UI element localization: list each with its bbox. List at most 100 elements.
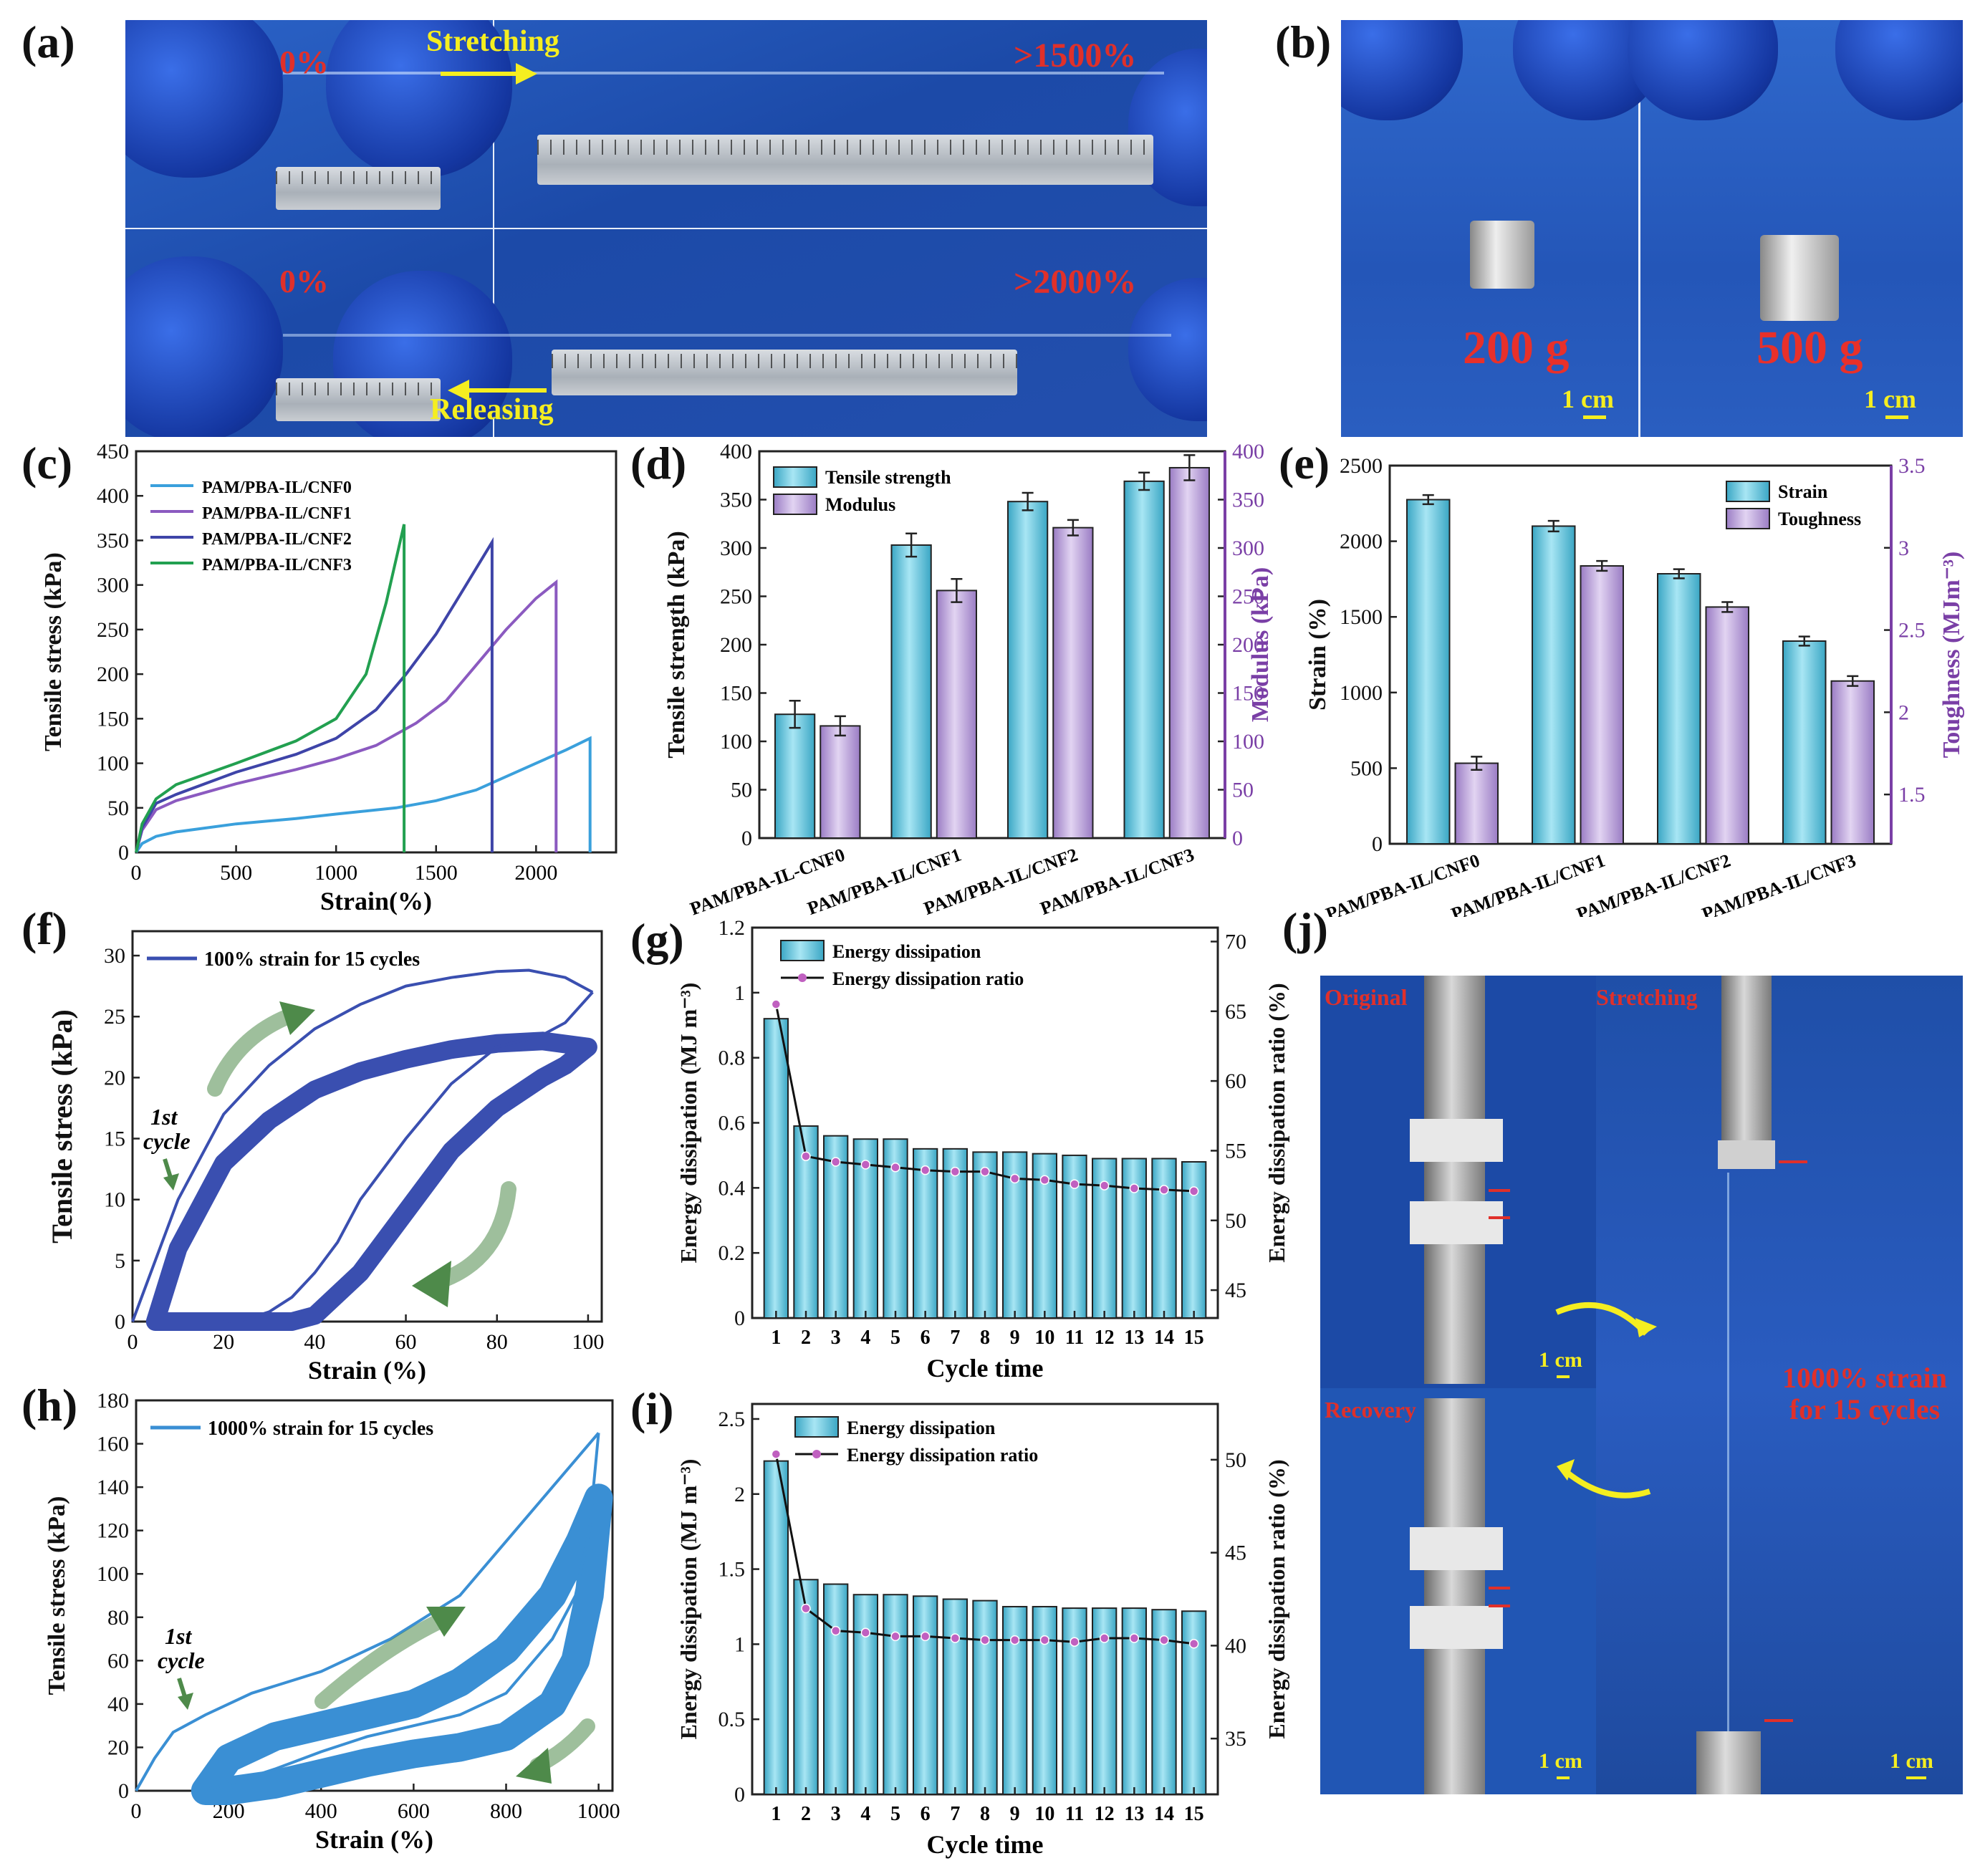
series-line-PAM/PBA-IL/CNF2 bbox=[135, 537, 494, 853]
photo-j-caption: 1000% strain for 15 cycles bbox=[1768, 1362, 1961, 1425]
panel-label-a: (a) bbox=[21, 16, 75, 67]
y-tick-label: 0.8 bbox=[719, 1047, 746, 1070]
ratio-point bbox=[890, 1631, 900, 1642]
x-tick-label: 1500 bbox=[415, 861, 458, 885]
x-axis-label: Cycle time bbox=[927, 1354, 1044, 1382]
x-tick-label: 1000 bbox=[314, 861, 357, 885]
y-tick-label: 160 bbox=[97, 1433, 129, 1456]
ratio-point bbox=[1039, 1635, 1050, 1645]
y2-tick-label: 400 bbox=[1232, 440, 1264, 463]
glove-icon bbox=[1835, 20, 1963, 120]
energy-bar bbox=[1032, 1605, 1058, 1795]
y-tick-label: 0 bbox=[734, 1783, 745, 1807]
x-tick-label: 1000 bbox=[577, 1799, 620, 1823]
y-tick-label: 60 bbox=[107, 1649, 129, 1673]
direction-arrow-icon bbox=[516, 1748, 552, 1784]
y2-tick-label: 60 bbox=[1225, 1069, 1246, 1093]
series-line-PAM/PBA-IL/CNF0 bbox=[135, 736, 592, 854]
direction-arrow-icon bbox=[429, 1181, 516, 1290]
chart-f-cyclic-100: 0 20 40 60 80 100 0 5 10 15 20 25 30 100% strain for … bbox=[46, 930, 604, 1385]
photo-a-stretching-label: Stretching bbox=[426, 25, 559, 58]
x-tick-label: 0 bbox=[128, 1330, 138, 1354]
ratio-point bbox=[1129, 1183, 1140, 1193]
x-tick-label: 20 bbox=[213, 1330, 234, 1354]
legend-label: PAM/PBA-IL/CNF3 bbox=[202, 556, 352, 574]
ruler bbox=[552, 350, 1017, 395]
bar-Modulus bbox=[1168, 466, 1210, 839]
y-tick-label: 2.5 bbox=[719, 1408, 746, 1431]
x-axis-label: Strain(%) bbox=[320, 887, 432, 915]
energy-bar bbox=[1062, 1607, 1087, 1795]
first-cycle-unloading bbox=[200, 1433, 600, 1792]
panel-label-d: (d) bbox=[630, 438, 687, 489]
y-tick-label: 450 bbox=[97, 440, 129, 463]
x-tick-label: 500 bbox=[220, 861, 252, 885]
weight-500g bbox=[1760, 235, 1839, 321]
glove-icon bbox=[326, 20, 512, 178]
y-tick-label: 400 bbox=[720, 440, 752, 463]
chart-e-strain-toughness: 050010001500200025001.522.533.5PAM/PBA-I… bbox=[1304, 454, 1965, 917]
energy-bar bbox=[1002, 1605, 1028, 1795]
ruler bbox=[537, 135, 1153, 185]
legend-swatch bbox=[773, 494, 817, 515]
y-tick-label: 80 bbox=[107, 1606, 129, 1630]
y2-tick-label: 45 bbox=[1225, 1541, 1246, 1565]
y-tick-label: 40 bbox=[107, 1693, 129, 1716]
x-tick-label: 40 bbox=[304, 1330, 325, 1354]
clamp-plate bbox=[1410, 1119, 1503, 1162]
y-tick-label: 100 bbox=[97, 752, 129, 776]
y2-tick-label: 65 bbox=[1225, 1000, 1246, 1024]
panel-label-h: (h) bbox=[21, 1380, 78, 1430]
y-tick-label: 1 bbox=[734, 1632, 745, 1656]
scale-bar bbox=[1557, 1776, 1570, 1779]
plot-frame bbox=[135, 1399, 614, 1792]
weight-200g bbox=[1470, 221, 1534, 289]
y-tick-label: 150 bbox=[720, 682, 752, 706]
y2-tick-label: 2.5 bbox=[1898, 619, 1926, 643]
ratio-point bbox=[1159, 1635, 1169, 1645]
legend-swatch bbox=[1726, 481, 1770, 502]
y-tick-label: 200 bbox=[720, 633, 752, 657]
y-tick-label: 1500 bbox=[1340, 605, 1383, 629]
test-clamp bbox=[1424, 976, 1485, 1384]
curved-arrow-icon bbox=[1635, 1318, 1657, 1337]
x-tick-label: 600 bbox=[398, 1799, 430, 1823]
energy-bar bbox=[823, 1583, 849, 1795]
glove-icon bbox=[125, 256, 283, 437]
photo-b-scale-left: 1 cm bbox=[1562, 385, 1614, 413]
direction-arrow-icon bbox=[314, 1615, 445, 1709]
y2-tick-label: 45 bbox=[1225, 1279, 1246, 1302]
panel-label-c: (c) bbox=[21, 438, 73, 489]
ratio-point bbox=[950, 1633, 961, 1643]
y2-axis-label: Toughness (MJm⁻³) bbox=[1938, 552, 1965, 759]
legend-label: Energy dissipation bbox=[832, 941, 981, 962]
legend-label: PAM/PBA-IL/CNF1 bbox=[202, 504, 352, 523]
panel-label-i: (i) bbox=[630, 1383, 674, 1434]
y-tick-label: 350 bbox=[97, 529, 129, 552]
y-tick-label: 1000 bbox=[1340, 681, 1383, 705]
arrow-right-icon bbox=[516, 63, 537, 85]
plot-frame bbox=[131, 930, 603, 1323]
bar-Strain bbox=[1657, 573, 1701, 845]
ratio-point bbox=[920, 1165, 931, 1175]
x-tick-label: 2 bbox=[801, 1803, 811, 1825]
ratio-point bbox=[771, 1449, 782, 1459]
panel-label-j: (j) bbox=[1282, 903, 1328, 954]
glove-icon bbox=[1341, 20, 1463, 120]
x-axis-label: Strain (%) bbox=[308, 1356, 426, 1385]
ratio-point bbox=[980, 1635, 990, 1645]
ratio-point bbox=[1009, 1635, 1020, 1645]
y-axis-label: Tensile stress (kPa) bbox=[40, 552, 67, 751]
y-tick-label: 1.5 bbox=[719, 1558, 746, 1582]
x-tick-label: 1 bbox=[771, 1803, 781, 1825]
direction-arrow-icon bbox=[207, 1009, 294, 1097]
y-tick-label: 0 bbox=[118, 1779, 129, 1803]
x-tick-label: 5 bbox=[890, 1803, 900, 1825]
x-tick-label: 6 bbox=[921, 1803, 931, 1825]
photo-divider-horizontal bbox=[125, 228, 1207, 229]
direction-arrow-icon bbox=[412, 1261, 451, 1307]
ratio-point bbox=[1009, 1173, 1020, 1184]
direction-arrow-icon bbox=[279, 1001, 315, 1035]
glove-icon bbox=[125, 20, 283, 178]
